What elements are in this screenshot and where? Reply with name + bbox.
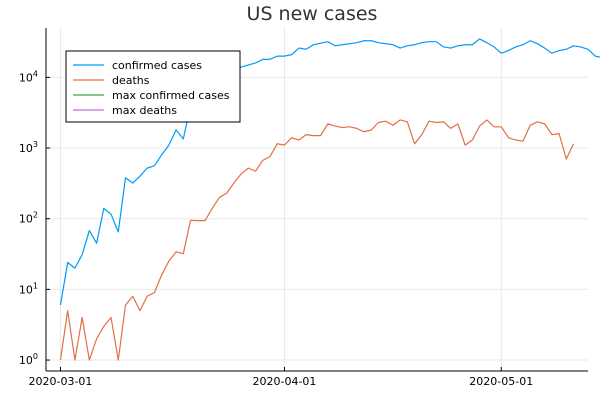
x-tick-label: 2020-04-01: [253, 375, 317, 388]
y-tick-base: 10: [19, 71, 33, 84]
series-line-confirmed-cases: [59, 38, 600, 306]
series-lines: [59, 38, 600, 361]
legend-label: max deaths: [112, 104, 177, 117]
y-tick-base: 10: [19, 142, 33, 155]
legend-label: deaths: [112, 74, 150, 87]
x-tick-label: 2020-03-01: [28, 375, 92, 388]
y-tick-label: 101: [19, 281, 38, 296]
x-tick-label: 2020-05-01: [469, 375, 533, 388]
chart-title: US new cases: [247, 3, 378, 25]
y-tick-base: 10: [19, 213, 33, 226]
legend-label: confirmed cases: [112, 59, 202, 72]
y-tick-exponent: 1: [33, 281, 38, 290]
y-tick-exponent: 0: [33, 352, 38, 361]
y-tick-label: 103: [19, 140, 38, 155]
x-axis-ticks: 2020-03-01 2020-04-01 2020-05-01: [28, 367, 533, 388]
y-tick-exponent: 4: [33, 69, 38, 78]
legend: confirmed cases deaths max confirmed cases…: [65, 50, 241, 123]
y-tick-label: 100: [19, 352, 38, 367]
series-line-deaths: [59, 119, 575, 361]
y-tick-exponent: 3: [33, 140, 38, 149]
gridlines: [46, 28, 588, 371]
legend-label: max confirmed cases: [112, 89, 230, 102]
y-tick-label: 102: [19, 211, 38, 226]
y-tick-exponent: 2: [33, 211, 38, 220]
axes: [45, 28, 588, 372]
y-tick-base: 10: [19, 283, 33, 296]
y-tick-label: 104: [19, 69, 38, 84]
y-tick-base: 10: [19, 354, 33, 367]
